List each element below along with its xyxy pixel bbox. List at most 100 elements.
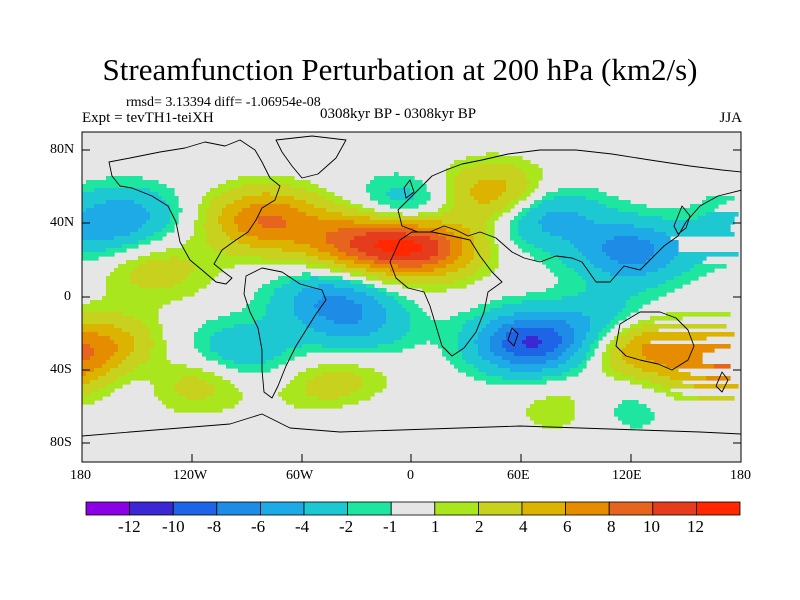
field-cell: [110, 368, 135, 373]
field-cell: [94, 368, 111, 373]
field-cell: [698, 216, 735, 221]
field-cell: [622, 372, 659, 377]
field-cell: [714, 364, 731, 369]
field-cell: [354, 220, 443, 225]
field-cell: [470, 308, 491, 313]
field-cell: [534, 400, 575, 405]
colorbar-label: -6: [251, 517, 266, 536]
field-cell: [446, 264, 467, 269]
field-cell: [114, 236, 147, 241]
field-cell: [366, 184, 427, 189]
field-cell: [638, 292, 667, 297]
field-cell: [106, 248, 127, 253]
field-cell: [526, 240, 571, 245]
field-cell: [178, 392, 215, 397]
field-cell: [522, 216, 543, 221]
field-cell: [370, 332, 407, 337]
field-cell: [198, 208, 207, 213]
field-cell: [674, 276, 699, 281]
field-cell: [206, 240, 239, 245]
field-cell: [406, 232, 439, 237]
colorbar-label: 8: [607, 517, 616, 536]
field-cell: [146, 220, 171, 225]
field-cell: [382, 304, 403, 309]
field-cell: [362, 308, 387, 313]
field-cell: [390, 188, 411, 193]
field-cell: [338, 228, 415, 233]
field-cell: [306, 260, 335, 265]
field-cell: [118, 348, 135, 353]
field-cell: [378, 276, 467, 281]
field-cell: [306, 252, 331, 257]
field-cell: [290, 184, 319, 189]
field-cell: [510, 200, 519, 205]
field-cell: [454, 176, 527, 181]
y-tick-label: 80S: [50, 435, 72, 450]
field-cell: [238, 212, 307, 217]
field-cell: [542, 224, 635, 229]
field-cell: [434, 268, 459, 273]
anomaly-field: [82, 152, 739, 429]
field-cell: [242, 208, 299, 213]
field-cell: [630, 380, 651, 385]
field-cell: [478, 344, 491, 349]
field-cell: [526, 184, 539, 189]
field-cell: [558, 280, 587, 285]
field-cell: [398, 264, 423, 269]
field-cell: [514, 328, 555, 333]
field-cell: [362, 316, 387, 321]
field-cell: [314, 304, 363, 309]
field-cell: [538, 336, 563, 341]
x-tick-label: 0: [407, 468, 414, 483]
field-cell: [134, 344, 155, 349]
field-cell: [522, 300, 627, 305]
field-cell: [538, 204, 607, 209]
field-cell: [326, 232, 367, 237]
field-cell: [526, 176, 543, 181]
field-cell: [590, 344, 599, 349]
field-cell: [522, 168, 543, 173]
field-cell: [106, 176, 143, 181]
field-cell: [554, 284, 587, 289]
field-cell: [194, 344, 211, 349]
field-cell: [210, 204, 227, 209]
field-cell: [442, 220, 487, 225]
field-cell: [634, 376, 671, 381]
field-cell: [190, 236, 207, 241]
field-cell: [602, 328, 611, 333]
field-cell: [210, 336, 403, 341]
field-cell: [578, 348, 591, 353]
field-cell: [466, 156, 523, 161]
field-cell: [302, 320, 335, 325]
field-cell: [590, 320, 611, 325]
field-cell: [210, 244, 251, 249]
field-cell: [170, 220, 179, 225]
field-cell: [622, 400, 639, 405]
field-cell: [214, 248, 283, 253]
field-cell: [238, 224, 263, 229]
field-cell: [642, 384, 663, 389]
colorbar-swatch: [259, 501, 305, 516]
field-cell: [158, 192, 175, 197]
colorbar-swatch: [390, 501, 436, 516]
field-cell: [474, 364, 499, 369]
field-cell: [562, 352, 575, 357]
field-cell: [134, 336, 151, 341]
field-cell: [326, 332, 371, 337]
field-cell: [362, 304, 383, 309]
colorbar: [85, 501, 741, 516]
field-cell: [518, 244, 535, 249]
field-cell: [674, 256, 707, 261]
field-cell: [130, 352, 151, 357]
field-cell: [654, 244, 679, 249]
field-cell: [526, 172, 543, 177]
field-cell: [566, 348, 579, 353]
field-cell: [606, 252, 655, 257]
field-cell: [562, 336, 575, 341]
field-cell: [270, 192, 319, 197]
field-cell: [538, 344, 559, 349]
field-cell: [486, 372, 563, 377]
field-cell: [458, 256, 475, 261]
field-cell: [582, 360, 587, 365]
